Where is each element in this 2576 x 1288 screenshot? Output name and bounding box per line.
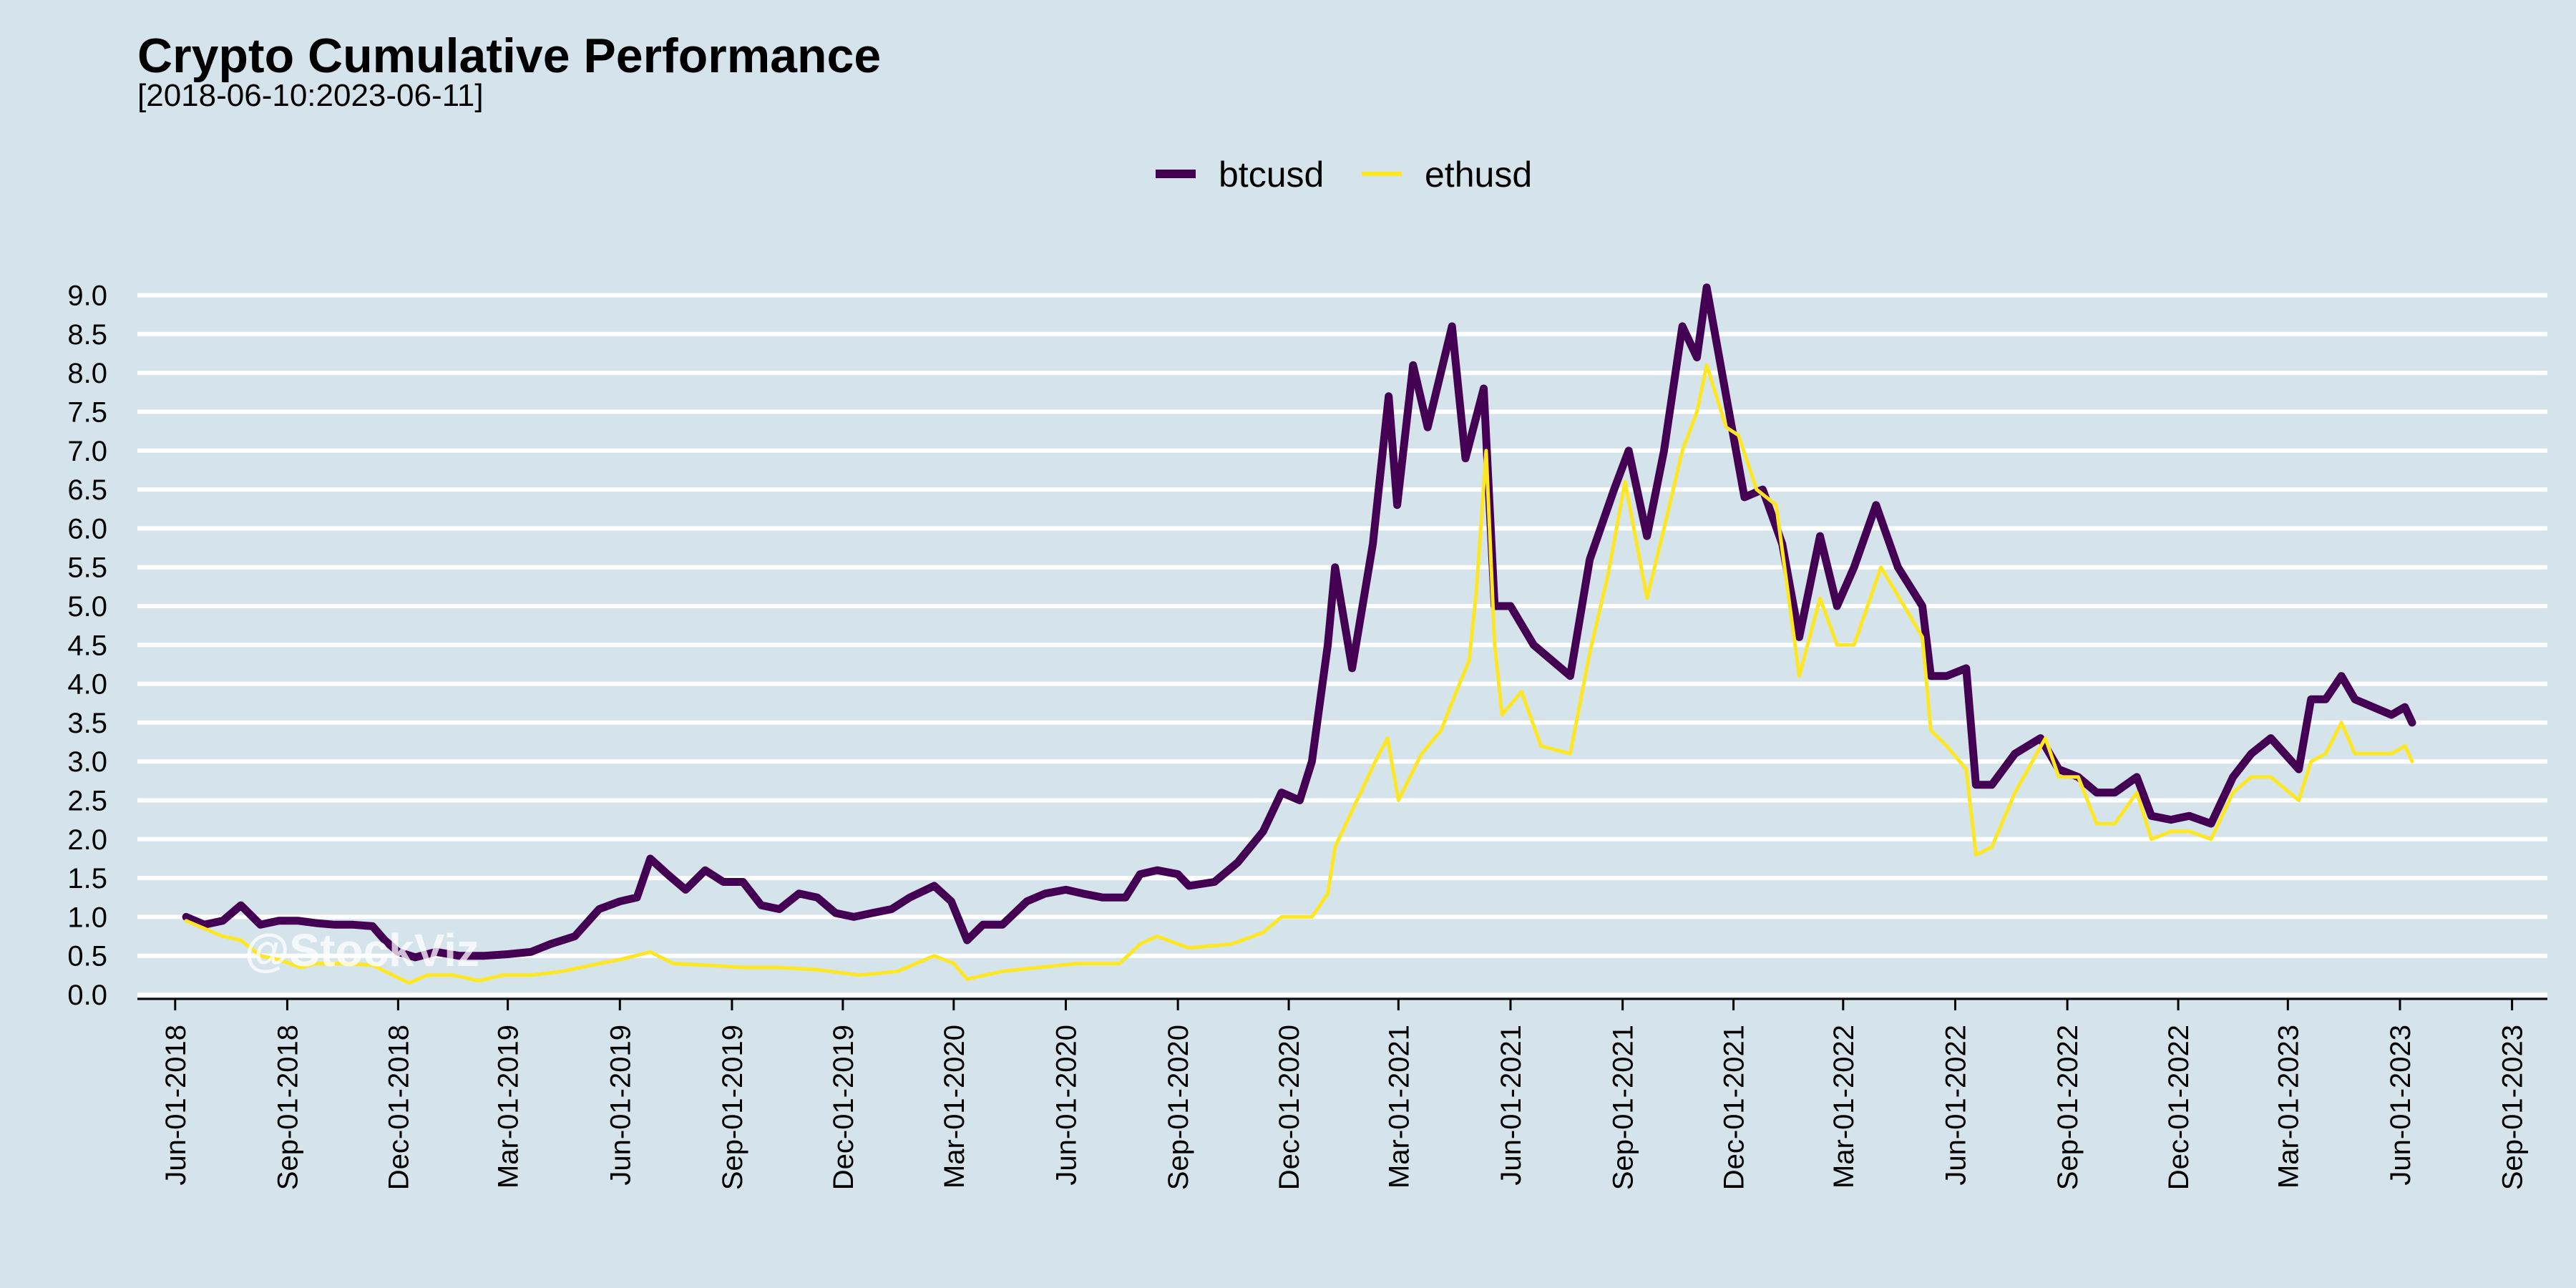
y-tick-label: 4.0 [67, 669, 107, 701]
x-tick-label: Dec-01-2021 [1719, 1025, 1750, 1190]
x-tick-label: Jun-01-2019 [605, 1025, 636, 1186]
watermark-text: @StockViz [245, 924, 479, 976]
y-tick-label: 0.0 [67, 980, 107, 1011]
x-tick-label: Dec-01-2018 [383, 1025, 414, 1190]
x-tick-label: Sep-01-2018 [272, 1025, 303, 1190]
y-tick-label: 8.5 [67, 319, 107, 351]
x-tick-label: Sep-01-2022 [2052, 1025, 2084, 1190]
x-tick-label: Sep-01-2021 [1608, 1025, 1639, 1190]
legend-label-ethusd: ethusd [1425, 155, 1532, 195]
x-tick-label: Mar-01-2021 [1383, 1025, 1415, 1189]
x-tick-label: Dec-01-2019 [828, 1025, 859, 1190]
y-tick-label: 6.5 [67, 474, 107, 506]
legend: btcusd ethusd [1156, 155, 1532, 195]
series-line-btcusd [182, 283, 2416, 962]
y-tick-label: 2.5 [67, 785, 107, 816]
x-tick-label: Sep-01-2023 [2497, 1025, 2529, 1190]
chart-title: Crypto Cumulative Performance [137, 29, 882, 83]
y-tick-label: 5.0 [67, 591, 107, 623]
y-tick-label: 6.0 [67, 513, 107, 545]
series-lines [182, 283, 2416, 985]
y-tick-label: 3.0 [67, 746, 107, 778]
y-tick-label: 1.0 [67, 902, 107, 933]
y-tick-label: 3.5 [67, 708, 107, 739]
y-tick-label: 9.0 [67, 280, 107, 312]
y-tick-label: 4.5 [67, 630, 107, 661]
y-tick-label: 7.0 [67, 436, 107, 467]
y-tick-label: 0.5 [67, 941, 107, 972]
x-tick-label: Sep-01-2019 [717, 1025, 748, 1190]
x-tick-label: Mar-01-2023 [2273, 1025, 2304, 1189]
x-axis: Jun-01-2018 Sep-01-2018 Dec-01-2018 Mar-01-… [137, 997, 2547, 1190]
grid-lines [137, 293, 2547, 997]
x-tick-label: Jun-01-2022 [1940, 1025, 1971, 1186]
y-tick-label: 2.0 [67, 824, 107, 856]
x-tick-label: Mar-01-2022 [1828, 1025, 1860, 1189]
x-tick-label: Jun-01-2021 [1496, 1025, 1527, 1186]
y-axis: 0.0 0.5 1.0 1.5 2.0 2.5 3.0 3.5 4.0 4.5 5.0 5.5 6.0 6… [67, 280, 107, 1011]
x-tick-label: Jun-01-2018 [160, 1025, 192, 1186]
y-tick-label: 5.5 [67, 552, 107, 584]
series-line-ethusd [184, 363, 2414, 985]
y-tick-label: 1.5 [67, 863, 107, 894]
x-tick-label: Jun-01-2023 [2385, 1025, 2416, 1186]
x-tick-label: Jun-01-2020 [1050, 1025, 1082, 1186]
x-tick-label: Sep-01-2020 [1163, 1025, 1194, 1190]
y-tick-label: 7.5 [67, 396, 107, 428]
chart-subtitle: [2018-06-10:2023-06-11] [137, 78, 484, 113]
x-tick-label: Dec-01-2022 [2163, 1025, 2195, 1190]
x-tick-label: Mar-01-2019 [493, 1025, 525, 1189]
legend-label-btcusd: btcusd [1219, 155, 1324, 195]
x-tick-label: Dec-01-2020 [1274, 1025, 1305, 1190]
x-tick-label: Mar-01-2020 [939, 1025, 970, 1189]
y-tick-label: 8.0 [67, 358, 107, 389]
